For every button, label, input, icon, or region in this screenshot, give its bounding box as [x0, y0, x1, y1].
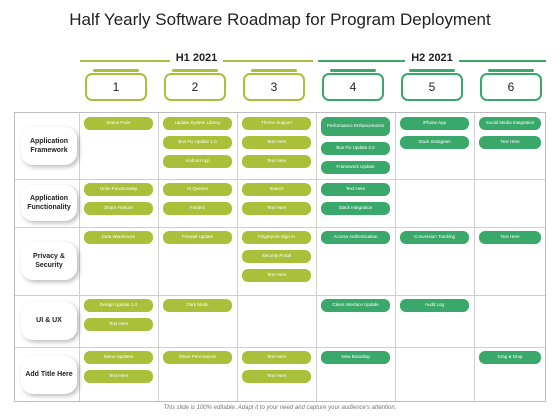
column-header-4: 4 [322, 69, 384, 101]
roadmap-item[interactable]: Stack Instagram [400, 136, 469, 149]
grid-column-divider [316, 113, 317, 401]
roadmap-grid: Application Framework Status Pane Update S… [14, 112, 546, 402]
column-header-2: 2 [164, 69, 226, 101]
roadmap-item[interactable]: Text Here [242, 269, 311, 282]
roadmap-item[interactable]: Clean Interface Update [321, 299, 390, 312]
grid-column-divider [79, 113, 80, 401]
column-header-5: 5 [401, 69, 463, 101]
roadmap-item[interactable]: Conversion Tracking [400, 231, 469, 244]
roadmap-item[interactable]: Text Here [84, 318, 153, 331]
roadmap-item[interactable]: Folders [163, 202, 232, 215]
grid-column-divider [474, 113, 475, 401]
roadmap-item[interactable]: Share Feature [84, 202, 153, 215]
grid-row-divider [15, 295, 545, 296]
half-header-h1: H1 2021 [80, 52, 313, 68]
roadmap-item[interactable]: Security Portal [242, 250, 311, 263]
column-header-1: 1 [85, 69, 147, 101]
roadmap-item[interactable]: Theme Support [242, 117, 311, 130]
roadmap-item[interactable]: Text Here [321, 183, 390, 196]
roadmap-item[interactable]: Framework Update [321, 161, 390, 174]
roadmap-item[interactable]: Dark Mode [163, 299, 232, 312]
roadmap-item[interactable]: Menu Updates [84, 351, 153, 364]
roadmap-item[interactable]: Bus Fix Update 2.0 [321, 142, 390, 155]
roadmap-item[interactable]: Access Authentication [321, 231, 390, 244]
half-label-h2: H2 2021 [405, 52, 459, 64]
roadmap-item[interactable]: Performance Enhancements [321, 117, 390, 136]
roadmap-item[interactable]: AI Queries [163, 183, 232, 196]
roadmap-item[interactable]: Text Here [242, 202, 311, 215]
roadmap-item[interactable]: Stack Integration [321, 202, 390, 215]
roadmap-item[interactable]: Data Warehouse [84, 231, 153, 244]
half-label-h1: H1 2021 [169, 52, 224, 64]
roadmap-item[interactable]: Fingerprint Sign In [242, 231, 311, 244]
roadmap-item[interactable]: Drag & Drop [479, 351, 541, 364]
column-header-6: 6 [480, 69, 542, 101]
roadmap-item[interactable]: Update System Library [163, 117, 232, 130]
roadmap-item[interactable]: Text Here [479, 231, 541, 244]
roadmap-item[interactable]: Text Here [242, 370, 311, 383]
row-label: Application Functionality [21, 185, 77, 221]
roadmap-item[interactable]: Text Here [242, 155, 311, 168]
roadmap-item[interactable]: Firewall Update [163, 231, 232, 244]
roadmap-item[interactable]: Share Permissions [163, 351, 232, 364]
grid-row-divider [15, 347, 545, 348]
roadmap-item[interactable]: Text Here [242, 136, 311, 149]
roadmap-item[interactable]: Text Here [479, 136, 541, 149]
roadmap-item[interactable]: Undo Functionality [84, 183, 153, 196]
roadmap-item[interactable]: Text Here [84, 370, 153, 383]
roadmap-item[interactable]: Design Update 1.0 [84, 299, 153, 312]
half-header-h2: H2 2021 [318, 52, 546, 68]
column-header-3: 3 [243, 69, 305, 101]
roadmap-item[interactable]: Social Media Integration [479, 117, 541, 130]
grid-row-divider [15, 179, 545, 180]
page-title: Half Yearly Software Roadmap for Program… [69, 10, 491, 29]
roadmap-item[interactable]: Audit Log [400, 299, 469, 312]
row-label: Privacy & Security [21, 242, 77, 280]
grid-column-divider [237, 113, 238, 401]
row-label: UI & UX [21, 302, 77, 340]
grid-row-divider [15, 227, 545, 228]
roadmap-item[interactable]: iPhone App [400, 117, 469, 130]
row-label: Application Framework [21, 127, 77, 165]
roadmap-item[interactable]: Text Here [242, 351, 311, 364]
roadmap-item[interactable]: Status Pane [84, 117, 153, 130]
footer-note: This slide is 100% editable. Adapt it to… [163, 405, 397, 411]
grid-column-divider [395, 113, 396, 401]
row-label: Add Title Here [21, 355, 77, 394]
roadmap-item[interactable]: New Branding [321, 351, 390, 364]
roadmap-item[interactable]: Bus Fix Update 1.0 [163, 136, 232, 149]
roadmap-item[interactable]: Search [242, 183, 311, 196]
grid-column-divider [158, 113, 159, 401]
roadmap-item[interactable]: Android App [163, 155, 232, 168]
